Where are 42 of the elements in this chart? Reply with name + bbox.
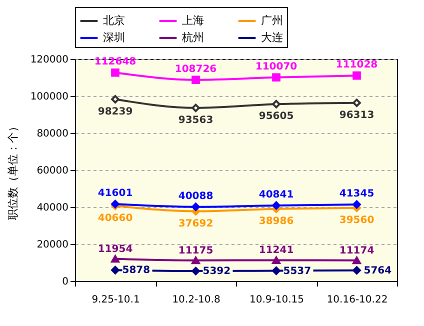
legend-label: 北京 [103, 14, 125, 27]
data-label: 112648 [94, 56, 136, 68]
legend-label: 大连 [261, 31, 283, 44]
y-tick-label: 60000 [36, 166, 68, 176]
data-label: 98239 [98, 106, 133, 118]
data-label: 11954 [98, 244, 133, 255]
data-label: 11174 [339, 245, 374, 256]
data-label: 108726 [174, 64, 217, 75]
data-label: 11175 [178, 245, 214, 256]
data-label: 41345 [339, 188, 374, 200]
y-axis-title: 职位数（单位：个） [6, 121, 20, 220]
legend-label: 广州 [261, 14, 283, 27]
x-tick-label: 10.9-10.15 [249, 294, 304, 306]
data-label: 41601 [98, 188, 133, 200]
y-tick-label: 40000 [36, 202, 68, 214]
data-label: 93563 [178, 114, 214, 126]
data-label: 38986 [258, 216, 294, 227]
data-label: 40088 [178, 190, 214, 202]
x-tick-label: 10.16-10.22 [326, 294, 388, 306]
legend-label: 杭州 [181, 31, 204, 44]
data-label: 110070 [255, 61, 298, 72]
data-label: 111028 [336, 60, 378, 71]
y-tick-label: 100000 [30, 92, 68, 102]
y-tick-label: 120000 [30, 54, 68, 66]
y-tick-label: 80000 [36, 128, 68, 140]
x-tick-label: 10.2-10.8 [172, 294, 220, 306]
y-tick-label: 0 [62, 276, 68, 288]
data-label: 11241 [258, 245, 294, 256]
data-label: 5878 [122, 265, 150, 276]
data-label: 95605 [258, 111, 294, 122]
data-label: 96313 [339, 110, 374, 121]
legend-label: 上海 [182, 14, 204, 27]
data-label: 5537 [283, 266, 312, 277]
y-tick-label: 20000 [36, 240, 68, 250]
data-label: 40660 [98, 212, 133, 224]
x-tick-label: 9.25-10.1 [92, 294, 140, 306]
data-label: 5392 [202, 266, 231, 278]
data-label: 39560 [339, 214, 374, 226]
data-label: 5764 [364, 265, 392, 276]
data-label: 37692 [178, 218, 214, 230]
data-label: 40841 [258, 189, 294, 200]
legend-label: 深圳 [103, 31, 125, 44]
